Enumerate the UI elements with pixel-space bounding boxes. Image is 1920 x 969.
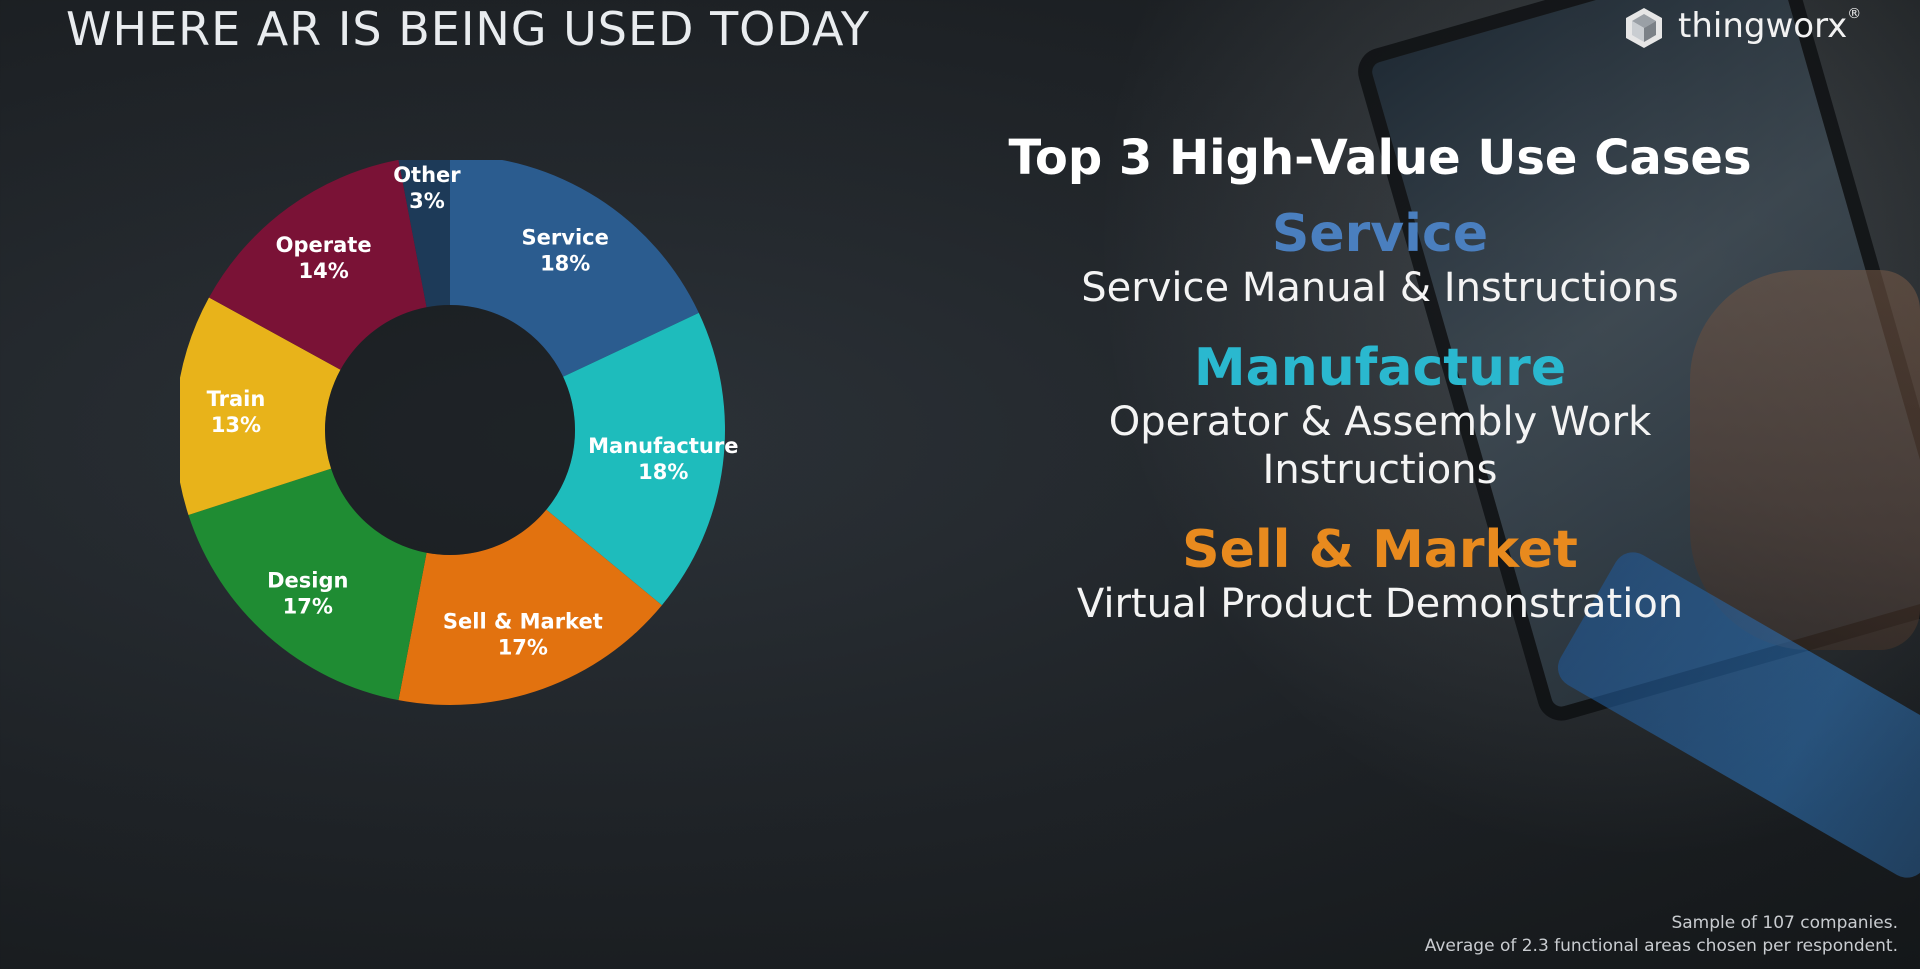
slice-label: Train bbox=[207, 387, 266, 411]
thingworx-cube-icon bbox=[1626, 8, 1662, 48]
donut-hole bbox=[325, 305, 575, 555]
slice-design bbox=[188, 468, 427, 701]
slice-value-label: 18% bbox=[540, 251, 590, 275]
slice-value-label: 3% bbox=[409, 189, 445, 213]
logo-registered-mark: ® bbox=[1847, 6, 1862, 22]
slice-sell-market bbox=[398, 509, 662, 705]
slice-label: Operate bbox=[276, 233, 372, 257]
use-case-description: Service Manual & Instructions bbox=[1081, 265, 1679, 311]
slice-train bbox=[180, 297, 341, 515]
use-cases-panel: Top 3 High-Value Use Cases Service Servi… bbox=[980, 130, 1780, 628]
use-case-category: Sell & Market bbox=[1182, 520, 1578, 580]
slice-label: Sell & Market bbox=[443, 609, 603, 633]
slice-value-label: 17% bbox=[283, 594, 333, 618]
slide-title: WHERE AR IS BEING USED TODAY bbox=[66, 2, 870, 56]
slice-service bbox=[450, 160, 699, 377]
thingworx-logo: thingworx® bbox=[1622, 0, 1882, 56]
logo-text: thingworx® bbox=[1678, 6, 1861, 46]
use-case-description: Operator & Assembly Work bbox=[1108, 399, 1652, 445]
use-case-sell-market: Sell & Market Virtual Product Demonstrat… bbox=[980, 520, 1780, 628]
slice-label: Service bbox=[522, 225, 609, 249]
slice-manufacture bbox=[546, 312, 725, 606]
footnote: Sample of 107 companies. Average of 2.3 … bbox=[1425, 912, 1898, 958]
slice-label: Manufacture bbox=[588, 434, 738, 458]
background-hand-image bbox=[1690, 270, 1920, 650]
slice-value-label: 18% bbox=[638, 460, 688, 484]
panel-title: Top 3 High-Value Use Cases bbox=[1008, 130, 1752, 186]
slice-operate bbox=[209, 160, 427, 370]
use-case-description: Instructions bbox=[1262, 447, 1498, 493]
use-case-service: Service Service Manual & Instructions bbox=[980, 204, 1780, 312]
slice-label: Design bbox=[267, 568, 348, 592]
use-case-category: Manufacture bbox=[1193, 338, 1567, 398]
slice-value-label: 17% bbox=[498, 635, 548, 659]
slice-value-label: 13% bbox=[211, 413, 261, 437]
use-case-category: Service bbox=[1271, 204, 1489, 264]
use-case-manufacture: Manufacture Operator & Assembly Work Ins… bbox=[980, 338, 1780, 494]
logo-wordmark: thingworx bbox=[1678, 6, 1848, 46]
slice-value-label: 14% bbox=[298, 259, 348, 283]
footnote-line: Average of 2.3 functional areas chosen p… bbox=[1424, 935, 1898, 956]
footnote-line: Sample of 107 companies. bbox=[1671, 913, 1898, 933]
use-case-description: Virtual Product Demonstration bbox=[1076, 581, 1684, 627]
slice-other bbox=[398, 160, 450, 308]
slice-label: Other bbox=[393, 163, 461, 187]
